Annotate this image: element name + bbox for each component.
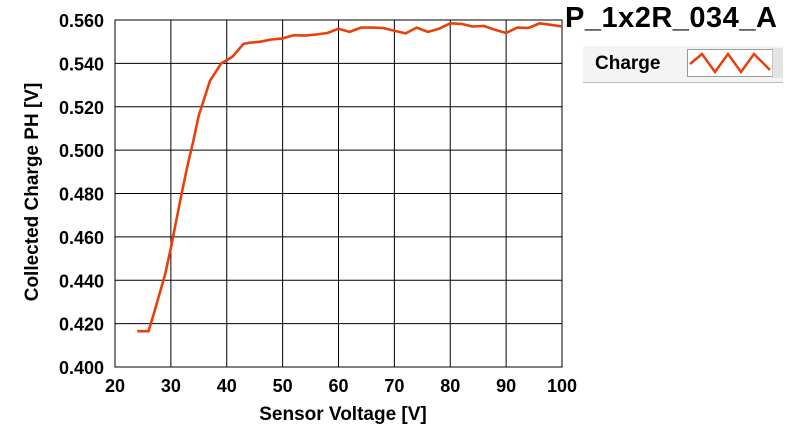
x-tick-label: 30 — [161, 376, 181, 396]
zigzag-line-icon — [687, 49, 773, 77]
x-tick-label: 20 — [105, 376, 125, 396]
y-tick-label: 0.540 — [59, 54, 104, 74]
y-tick-label: 0.560 — [59, 11, 104, 31]
legend[interactable]: Charge — [583, 46, 783, 83]
x-tick-label: 50 — [273, 376, 293, 396]
y-tick-label: 0.520 — [59, 98, 104, 118]
legend-scrollbar[interactable] — [772, 48, 783, 78]
x-tick-label: 80 — [440, 376, 460, 396]
legend-label: Charge — [595, 53, 660, 75]
y-tick-label: 0.420 — [59, 315, 104, 335]
x-tick-label: 100 — [547, 376, 577, 396]
y-tick-label: 0.500 — [59, 141, 104, 161]
y-tick-label: 0.480 — [59, 185, 104, 205]
y-tick-label: 0.460 — [59, 228, 104, 248]
x-axis-title: Sensor Voltage [V] — [259, 404, 427, 425]
x-tick-label: 60 — [328, 376, 348, 396]
x-tick-label: 90 — [496, 376, 516, 396]
y-tick-label: 0.440 — [59, 271, 104, 291]
x-tick-label: 70 — [384, 376, 404, 396]
x-tick-label: 40 — [217, 376, 237, 396]
y-tick-label: 0.400 — [59, 358, 104, 378]
y-axis-title: Collected Charge PH [V] — [22, 83, 43, 302]
chart-title: P_1x2R_034_A — [565, 2, 777, 35]
